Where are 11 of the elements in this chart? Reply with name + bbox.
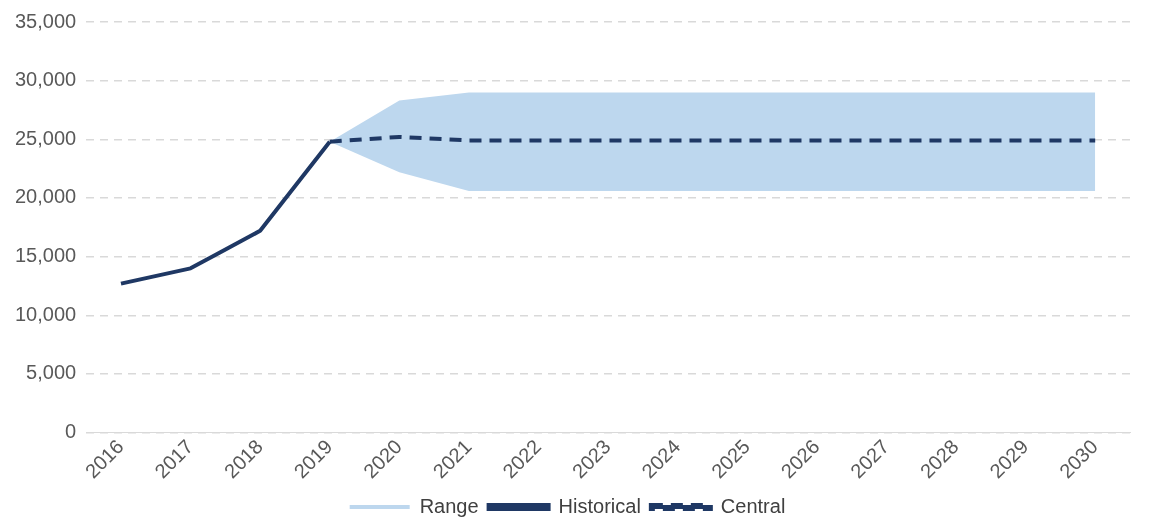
y-tick-label: 35,000 — [15, 9, 77, 32]
y-tick-label: 5,000 — [26, 361, 77, 384]
legend-label: Range — [419, 494, 479, 517]
y-tick-label: 30,000 — [15, 68, 77, 91]
y-tick-label: 0 — [65, 420, 77, 443]
legend-label: Central — [720, 494, 786, 517]
y-tick-label: 20,000 — [15, 185, 77, 208]
y-tick-label: 15,000 — [15, 244, 77, 267]
legend-label: Historical — [558, 494, 641, 517]
y-tick-label: 10,000 — [15, 302, 77, 325]
y-tick-label: 25,000 — [15, 126, 77, 149]
